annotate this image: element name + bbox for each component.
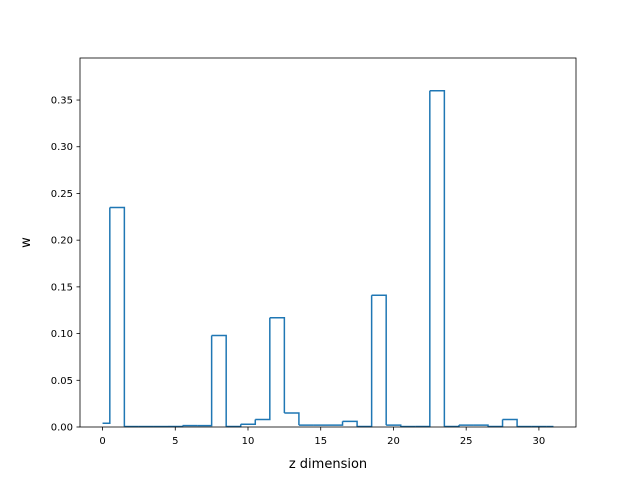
step-segment — [240, 419, 257, 425]
y-tick-label: 0.20 — [51, 236, 73, 247]
step-segment — [488, 419, 504, 428]
step-segment — [226, 424, 242, 428]
plot-area — [102, 89, 554, 428]
step-segment — [386, 424, 402, 427]
y-axis-label: w — [19, 237, 34, 248]
x-tick-label: 10 — [242, 436, 255, 447]
x-tick-label: 5 — [172, 436, 178, 447]
step-segment — [269, 316, 286, 413]
step-segment — [429, 89, 446, 427]
step-segment — [415, 90, 431, 428]
x-tick-label: 20 — [387, 436, 400, 447]
y-tick-label: 0.00 — [51, 423, 73, 434]
y-tick-label: 0.15 — [51, 282, 73, 293]
axes: 0 5 10 15 20 25 30 0.00 0.05 0.10 0.15 0.20 0.25 0.30… — [51, 57, 577, 447]
step-segment — [444, 425, 460, 428]
y-tick-label: 0.30 — [51, 142, 73, 153]
y-tick-label: 0.05 — [51, 376, 73, 387]
step-segment — [109, 206, 126, 427]
step-segment — [168, 425, 184, 428]
step-segment — [255, 317, 271, 421]
step-segment — [102, 207, 111, 425]
axes-frame — [79, 57, 577, 428]
step-segment — [284, 412, 300, 426]
x-axis-label: z dimension — [289, 457, 367, 472]
y-tick-label: 0.35 — [51, 96, 73, 107]
x-tick-label: 25 — [460, 436, 473, 447]
step-segment — [211, 334, 227, 427]
y-tick-label: 0.25 — [51, 189, 73, 200]
step-segment — [328, 421, 344, 426]
step-segment — [357, 295, 373, 428]
step-segment — [502, 418, 518, 427]
step-segment — [342, 420, 358, 427]
step-segment — [197, 335, 213, 427]
y-tick-label: 0.10 — [51, 329, 73, 340]
x-tick-label: 30 — [533, 436, 546, 447]
x-tick-label: 0 — [99, 436, 105, 447]
x-tick-label: 15 — [314, 436, 327, 447]
step-segment — [371, 294, 387, 426]
